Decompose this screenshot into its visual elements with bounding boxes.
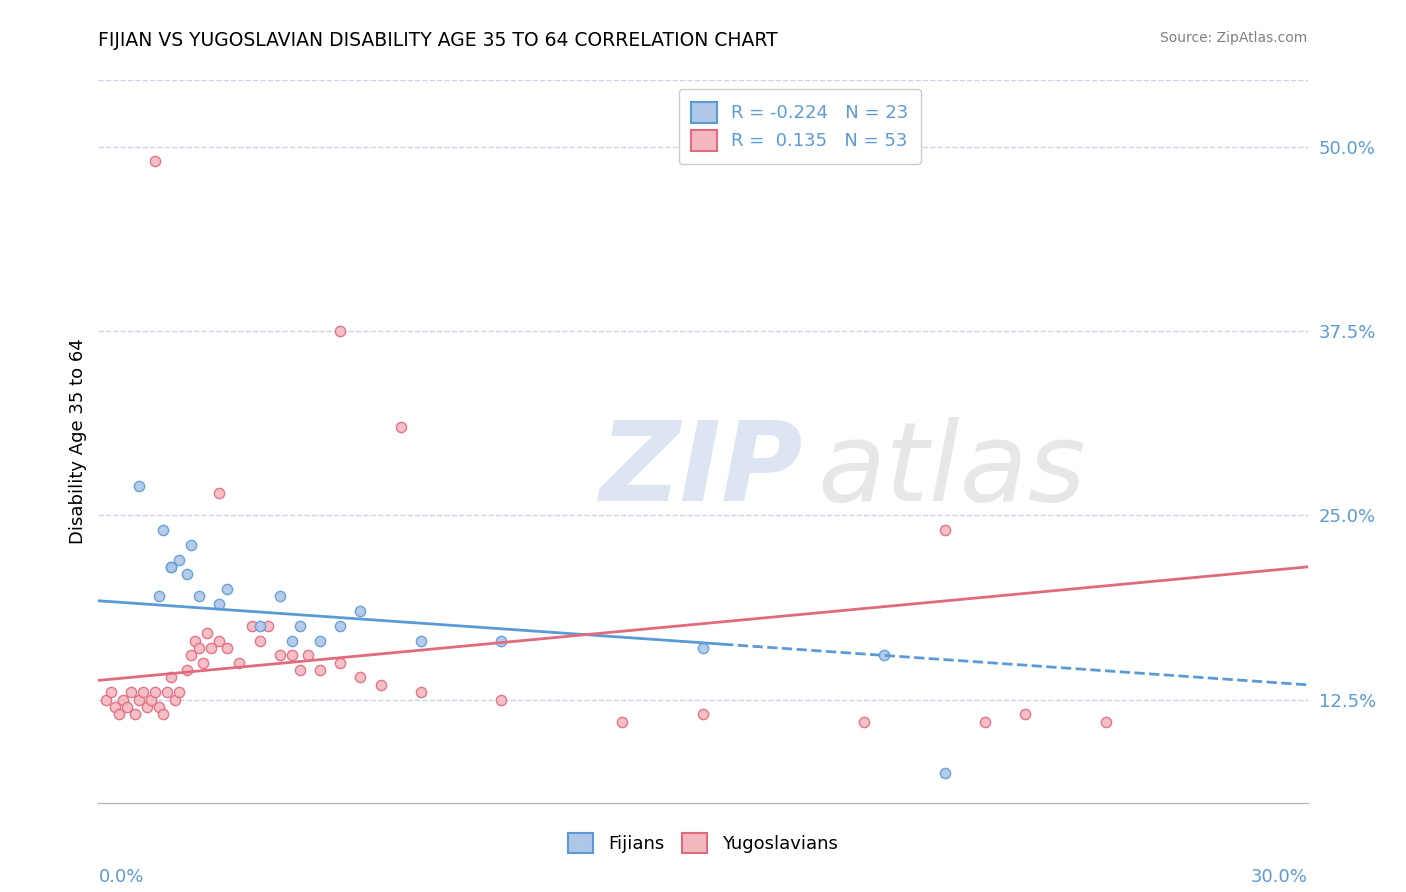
Point xyxy=(193,656,215,670)
Point xyxy=(256,619,278,633)
Point xyxy=(1014,707,1036,722)
Point xyxy=(217,640,239,655)
Point xyxy=(167,685,190,699)
Point xyxy=(184,633,207,648)
Point xyxy=(329,324,352,338)
Point xyxy=(288,619,311,633)
Point xyxy=(180,538,202,552)
Point xyxy=(160,560,183,574)
Point xyxy=(409,633,432,648)
Point xyxy=(370,678,392,692)
Point xyxy=(309,633,332,648)
Point xyxy=(853,714,876,729)
Point xyxy=(188,590,211,604)
Point xyxy=(176,663,198,677)
Point xyxy=(349,604,371,618)
Text: FIJIAN VS YUGOSLAVIAN DISABILITY AGE 35 TO 64 CORRELATION CHART: FIJIAN VS YUGOSLAVIAN DISABILITY AGE 35 … xyxy=(98,31,778,50)
Point xyxy=(160,670,183,684)
Point xyxy=(281,633,304,648)
Point xyxy=(217,582,239,596)
Point xyxy=(281,648,304,663)
Point xyxy=(208,633,231,648)
Point xyxy=(96,692,118,706)
Point xyxy=(152,523,174,537)
Point xyxy=(297,648,319,663)
Point xyxy=(269,648,291,663)
Point xyxy=(249,619,271,633)
Point xyxy=(148,700,170,714)
Point xyxy=(180,648,202,663)
Point xyxy=(167,552,190,566)
Text: atlas: atlas xyxy=(818,417,1087,524)
Point xyxy=(934,523,956,537)
Point xyxy=(156,685,179,699)
Point xyxy=(249,633,271,648)
Point xyxy=(103,700,125,714)
Point xyxy=(208,486,231,500)
Y-axis label: Disability Age 35 to 64: Disability Age 35 to 64 xyxy=(69,339,87,544)
Point xyxy=(491,692,513,706)
Point xyxy=(934,766,956,780)
Point xyxy=(148,590,170,604)
Point xyxy=(974,714,997,729)
Point xyxy=(692,640,714,655)
Point xyxy=(111,692,134,706)
Point xyxy=(176,567,198,582)
Point xyxy=(128,692,150,706)
Point xyxy=(188,640,211,655)
Point xyxy=(160,560,183,574)
Point xyxy=(329,656,352,670)
Point xyxy=(389,419,412,434)
Point xyxy=(135,700,157,714)
Point xyxy=(100,685,122,699)
Point xyxy=(329,619,352,633)
Text: Source: ZipAtlas.com: Source: ZipAtlas.com xyxy=(1160,31,1308,45)
Point xyxy=(612,714,634,729)
Point xyxy=(349,670,371,684)
Point xyxy=(120,685,142,699)
Text: 30.0%: 30.0% xyxy=(1251,868,1308,886)
Point xyxy=(143,685,166,699)
Point xyxy=(228,656,250,670)
Point xyxy=(409,685,432,699)
Point xyxy=(1095,714,1118,729)
Point xyxy=(107,707,129,722)
Point xyxy=(288,663,311,677)
Point xyxy=(309,663,332,677)
Point xyxy=(143,154,166,169)
Point xyxy=(163,692,186,706)
Point xyxy=(269,590,291,604)
Point xyxy=(152,707,174,722)
Text: 0.0%: 0.0% xyxy=(98,868,143,886)
Point xyxy=(240,619,263,633)
Point xyxy=(200,640,222,655)
Point xyxy=(195,626,218,640)
Point xyxy=(132,685,155,699)
Point xyxy=(139,692,162,706)
Legend: Fijians, Yugoslavians: Fijians, Yugoslavians xyxy=(560,823,846,863)
Point xyxy=(128,479,150,493)
Point xyxy=(491,633,513,648)
Point xyxy=(692,707,714,722)
Point xyxy=(115,700,138,714)
Point xyxy=(208,597,231,611)
Point xyxy=(124,707,146,722)
Point xyxy=(873,648,896,663)
Text: ZIP: ZIP xyxy=(600,417,804,524)
